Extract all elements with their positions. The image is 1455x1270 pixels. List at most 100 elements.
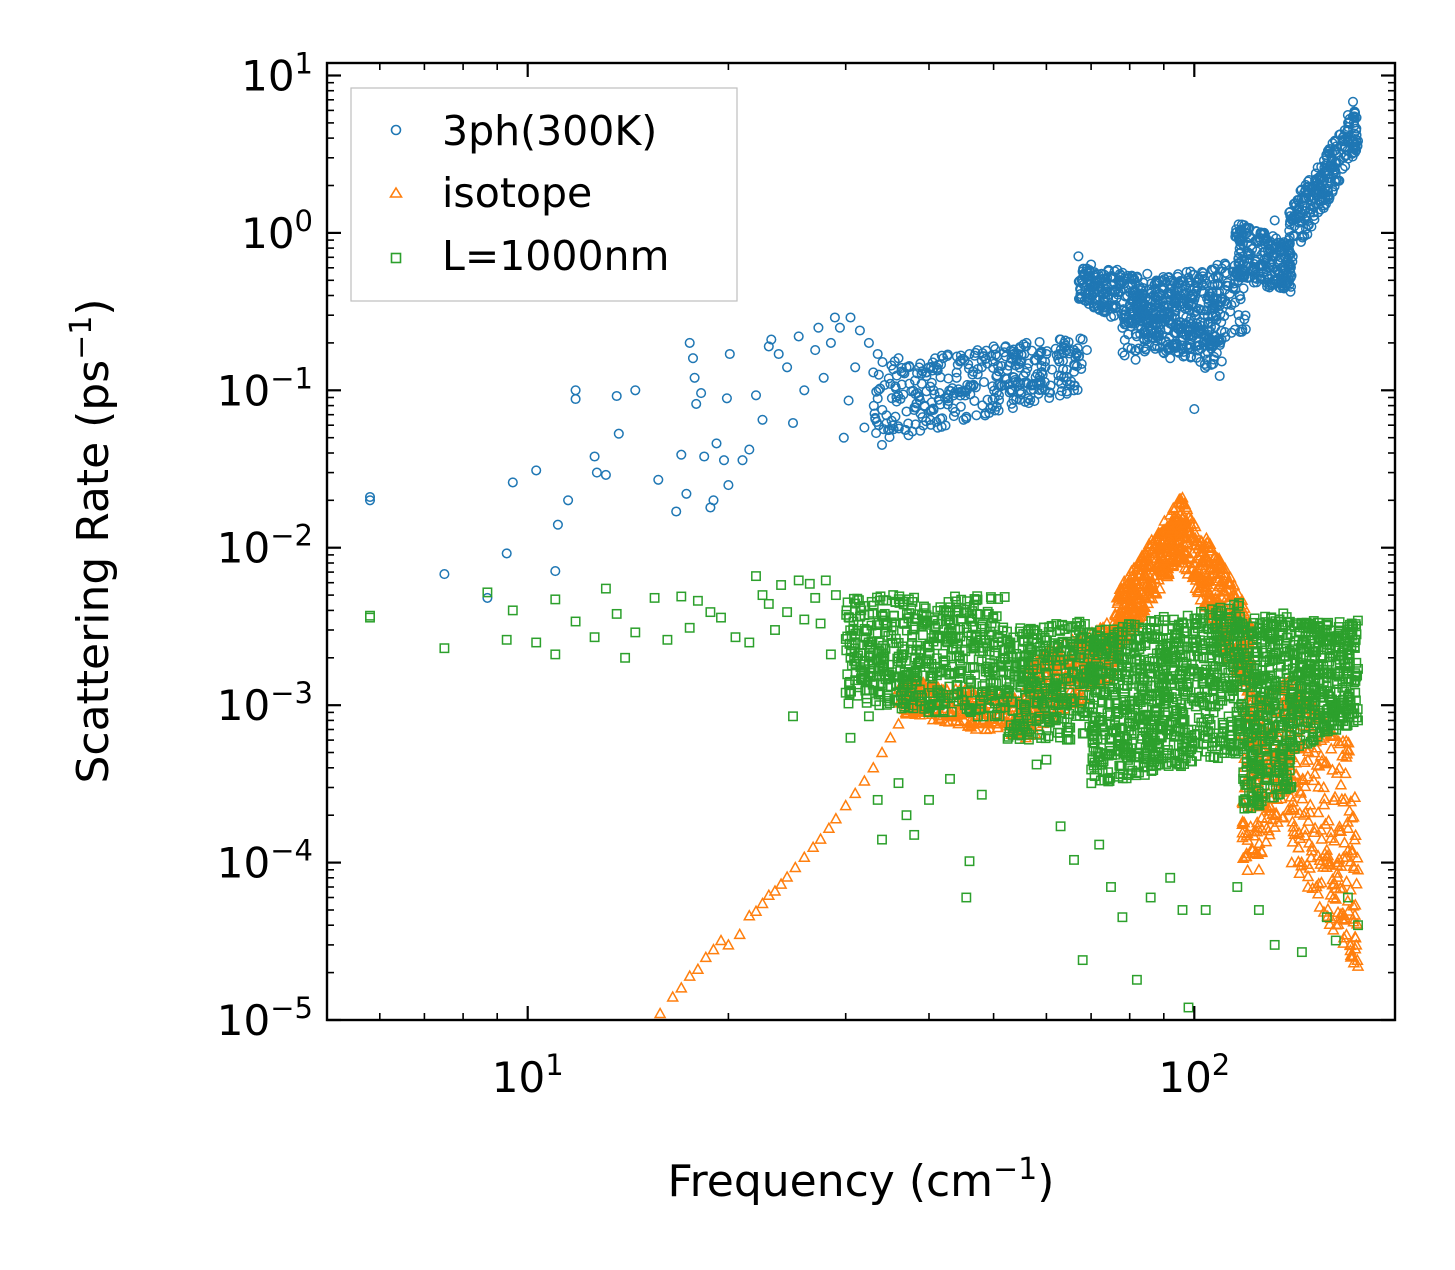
data-point xyxy=(763,341,774,352)
data-point xyxy=(999,380,1010,391)
data-point xyxy=(1252,236,1263,247)
data-point xyxy=(1164,275,1175,286)
data-point xyxy=(834,322,845,333)
data-point xyxy=(955,401,966,412)
data-point xyxy=(916,378,927,389)
data-point xyxy=(1263,239,1274,250)
data-point xyxy=(687,353,699,364)
data-point xyxy=(1176,317,1187,328)
data-point xyxy=(1214,370,1225,382)
data-point xyxy=(1216,356,1227,367)
data-point xyxy=(798,850,811,863)
data-point xyxy=(981,345,992,356)
data-point xyxy=(1122,599,1135,611)
data-point xyxy=(718,455,730,466)
data-point xyxy=(909,404,920,416)
data-point xyxy=(733,927,746,940)
data-point xyxy=(1147,332,1158,343)
data-point xyxy=(1235,240,1246,251)
data-point xyxy=(1157,540,1171,553)
data-point xyxy=(364,495,376,506)
data-point xyxy=(1139,346,1150,357)
data-point xyxy=(1033,388,1044,399)
data-point xyxy=(1078,263,1089,274)
data-point xyxy=(976,355,987,366)
data-point xyxy=(1247,264,1259,275)
data-point xyxy=(1023,393,1034,404)
data-point xyxy=(681,488,692,499)
data-point xyxy=(531,465,542,476)
data-point xyxy=(994,379,1005,390)
data-point xyxy=(1211,287,1222,298)
data-point xyxy=(884,432,895,443)
data-point xyxy=(1139,547,1152,559)
data-point xyxy=(1200,531,1213,544)
data-point xyxy=(1068,345,1080,356)
data-point xyxy=(1102,272,1113,283)
data-point xyxy=(925,419,936,430)
data-point xyxy=(1313,172,1324,183)
data-point xyxy=(1277,282,1288,293)
data-point xyxy=(1136,306,1147,317)
data-point xyxy=(1193,272,1205,283)
data-point xyxy=(886,393,897,404)
data-point xyxy=(1165,541,1179,554)
data-point xyxy=(1123,282,1134,293)
data-point xyxy=(843,698,854,709)
data-point xyxy=(1183,272,1194,283)
data-point xyxy=(1034,371,1045,382)
data-point xyxy=(1193,584,1206,596)
data-point xyxy=(929,389,940,400)
data-point xyxy=(1081,345,1092,356)
data-point xyxy=(910,402,922,413)
data-point xyxy=(773,348,784,360)
data-point xyxy=(1036,346,1047,357)
data-point xyxy=(1314,171,1325,182)
data-point xyxy=(957,353,969,364)
data-point xyxy=(1269,215,1280,226)
data-point xyxy=(757,414,768,425)
data-point xyxy=(1004,387,1015,398)
data-point xyxy=(863,337,874,348)
data-point xyxy=(875,745,889,758)
data-point xyxy=(1054,390,1065,401)
data-point xyxy=(1197,267,1208,278)
data-point xyxy=(1167,281,1178,292)
data-point xyxy=(1079,270,1090,281)
data-point xyxy=(955,355,966,366)
data-point xyxy=(885,378,896,389)
data-point xyxy=(1292,841,1305,853)
data-point xyxy=(1338,152,1349,163)
data-point xyxy=(1005,357,1016,368)
data-point xyxy=(1212,259,1223,270)
data-point xyxy=(1189,519,1202,532)
data-point xyxy=(1216,585,1229,597)
data-point xyxy=(1189,307,1200,318)
data-point xyxy=(1318,155,1330,166)
data-point xyxy=(699,451,710,462)
data-point xyxy=(971,410,982,421)
data-point xyxy=(937,413,948,424)
data-point xyxy=(653,1006,667,1019)
data-point xyxy=(724,348,735,360)
data-point xyxy=(1350,877,1363,889)
data-point xyxy=(991,370,1003,381)
data-point xyxy=(839,799,852,811)
data-point xyxy=(890,411,901,422)
data-point xyxy=(909,707,922,719)
data-point xyxy=(1051,350,1062,361)
data-point xyxy=(1237,271,1248,282)
data-point xyxy=(1171,338,1182,349)
data-point xyxy=(1201,360,1212,371)
data-point xyxy=(873,420,884,431)
data-point xyxy=(979,722,993,735)
data-point xyxy=(1137,299,1148,310)
data-point xyxy=(1131,304,1142,315)
data-point xyxy=(1189,404,1200,415)
data-point xyxy=(825,337,836,348)
data-point xyxy=(1139,568,1152,580)
data-point xyxy=(1128,290,1139,301)
data-point xyxy=(993,390,1004,401)
data-point xyxy=(1211,311,1222,322)
